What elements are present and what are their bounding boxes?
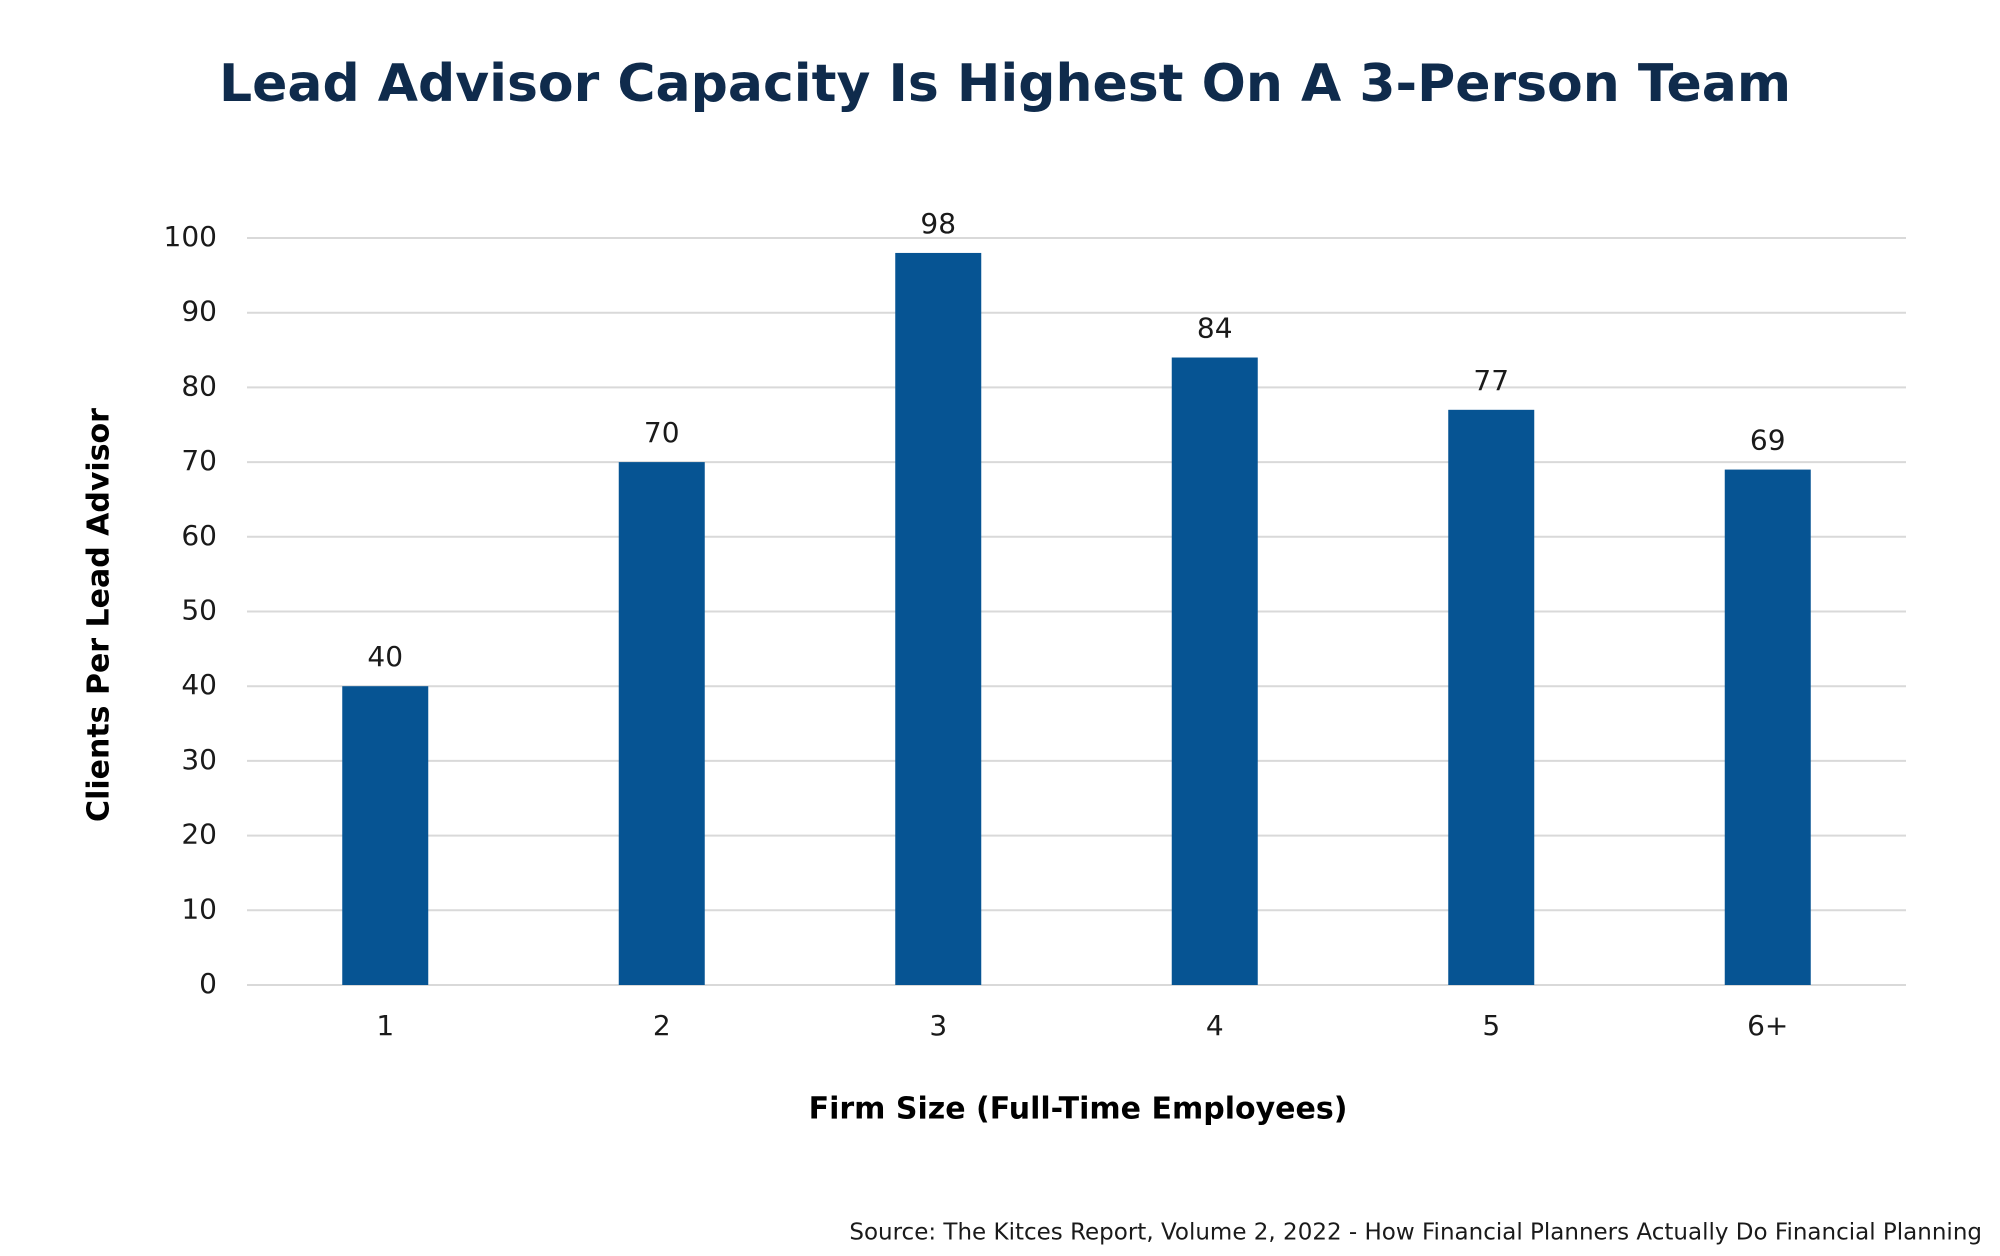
bar bbox=[895, 252, 982, 985]
bar bbox=[1171, 357, 1258, 985]
bar bbox=[1448, 409, 1535, 985]
data-label: 98 bbox=[920, 207, 956, 240]
y-tick-label: 80 bbox=[181, 369, 217, 402]
data-label: 84 bbox=[1197, 312, 1233, 345]
x-axis-title: Firm Size (Full-Time Employees) bbox=[809, 1092, 1348, 1127]
x-tick-label: 6+ bbox=[1747, 1009, 1788, 1042]
chart-title: Lead Advisor Capacity Is Highest On A 3-… bbox=[219, 54, 1791, 114]
bar bbox=[342, 686, 429, 985]
y-tick-label: 10 bbox=[181, 892, 217, 925]
y-tick-label: 40 bbox=[181, 668, 217, 701]
bar bbox=[618, 462, 705, 986]
data-label: 70 bbox=[644, 416, 680, 449]
x-tick-label: 5 bbox=[1482, 1009, 1500, 1042]
x-tick-label: 4 bbox=[1206, 1009, 1224, 1042]
y-tick-label: 100 bbox=[164, 220, 217, 253]
y-tick-label: 90 bbox=[181, 295, 217, 328]
y-tick-label: 20 bbox=[181, 818, 217, 851]
data-label: 69 bbox=[1750, 424, 1786, 457]
x-tick-label: 1 bbox=[376, 1009, 394, 1042]
y-axis-title: Clients Per Lead Advisor bbox=[82, 408, 117, 822]
x-tick-label: 2 bbox=[653, 1009, 671, 1042]
y-tick-label: 0 bbox=[199, 967, 217, 1000]
y-tick-label: 30 bbox=[181, 743, 217, 776]
data-label: 77 bbox=[1473, 364, 1509, 397]
y-tick-label: 50 bbox=[181, 594, 217, 627]
y-tick-label: 70 bbox=[181, 444, 217, 477]
y-tick-label: 60 bbox=[181, 519, 217, 552]
x-tick-label: 3 bbox=[929, 1009, 947, 1042]
bar bbox=[1724, 469, 1811, 985]
data-label: 40 bbox=[367, 640, 403, 673]
source-note: Source: The Kitces Report, Volume 2, 202… bbox=[849, 1220, 1982, 1246]
